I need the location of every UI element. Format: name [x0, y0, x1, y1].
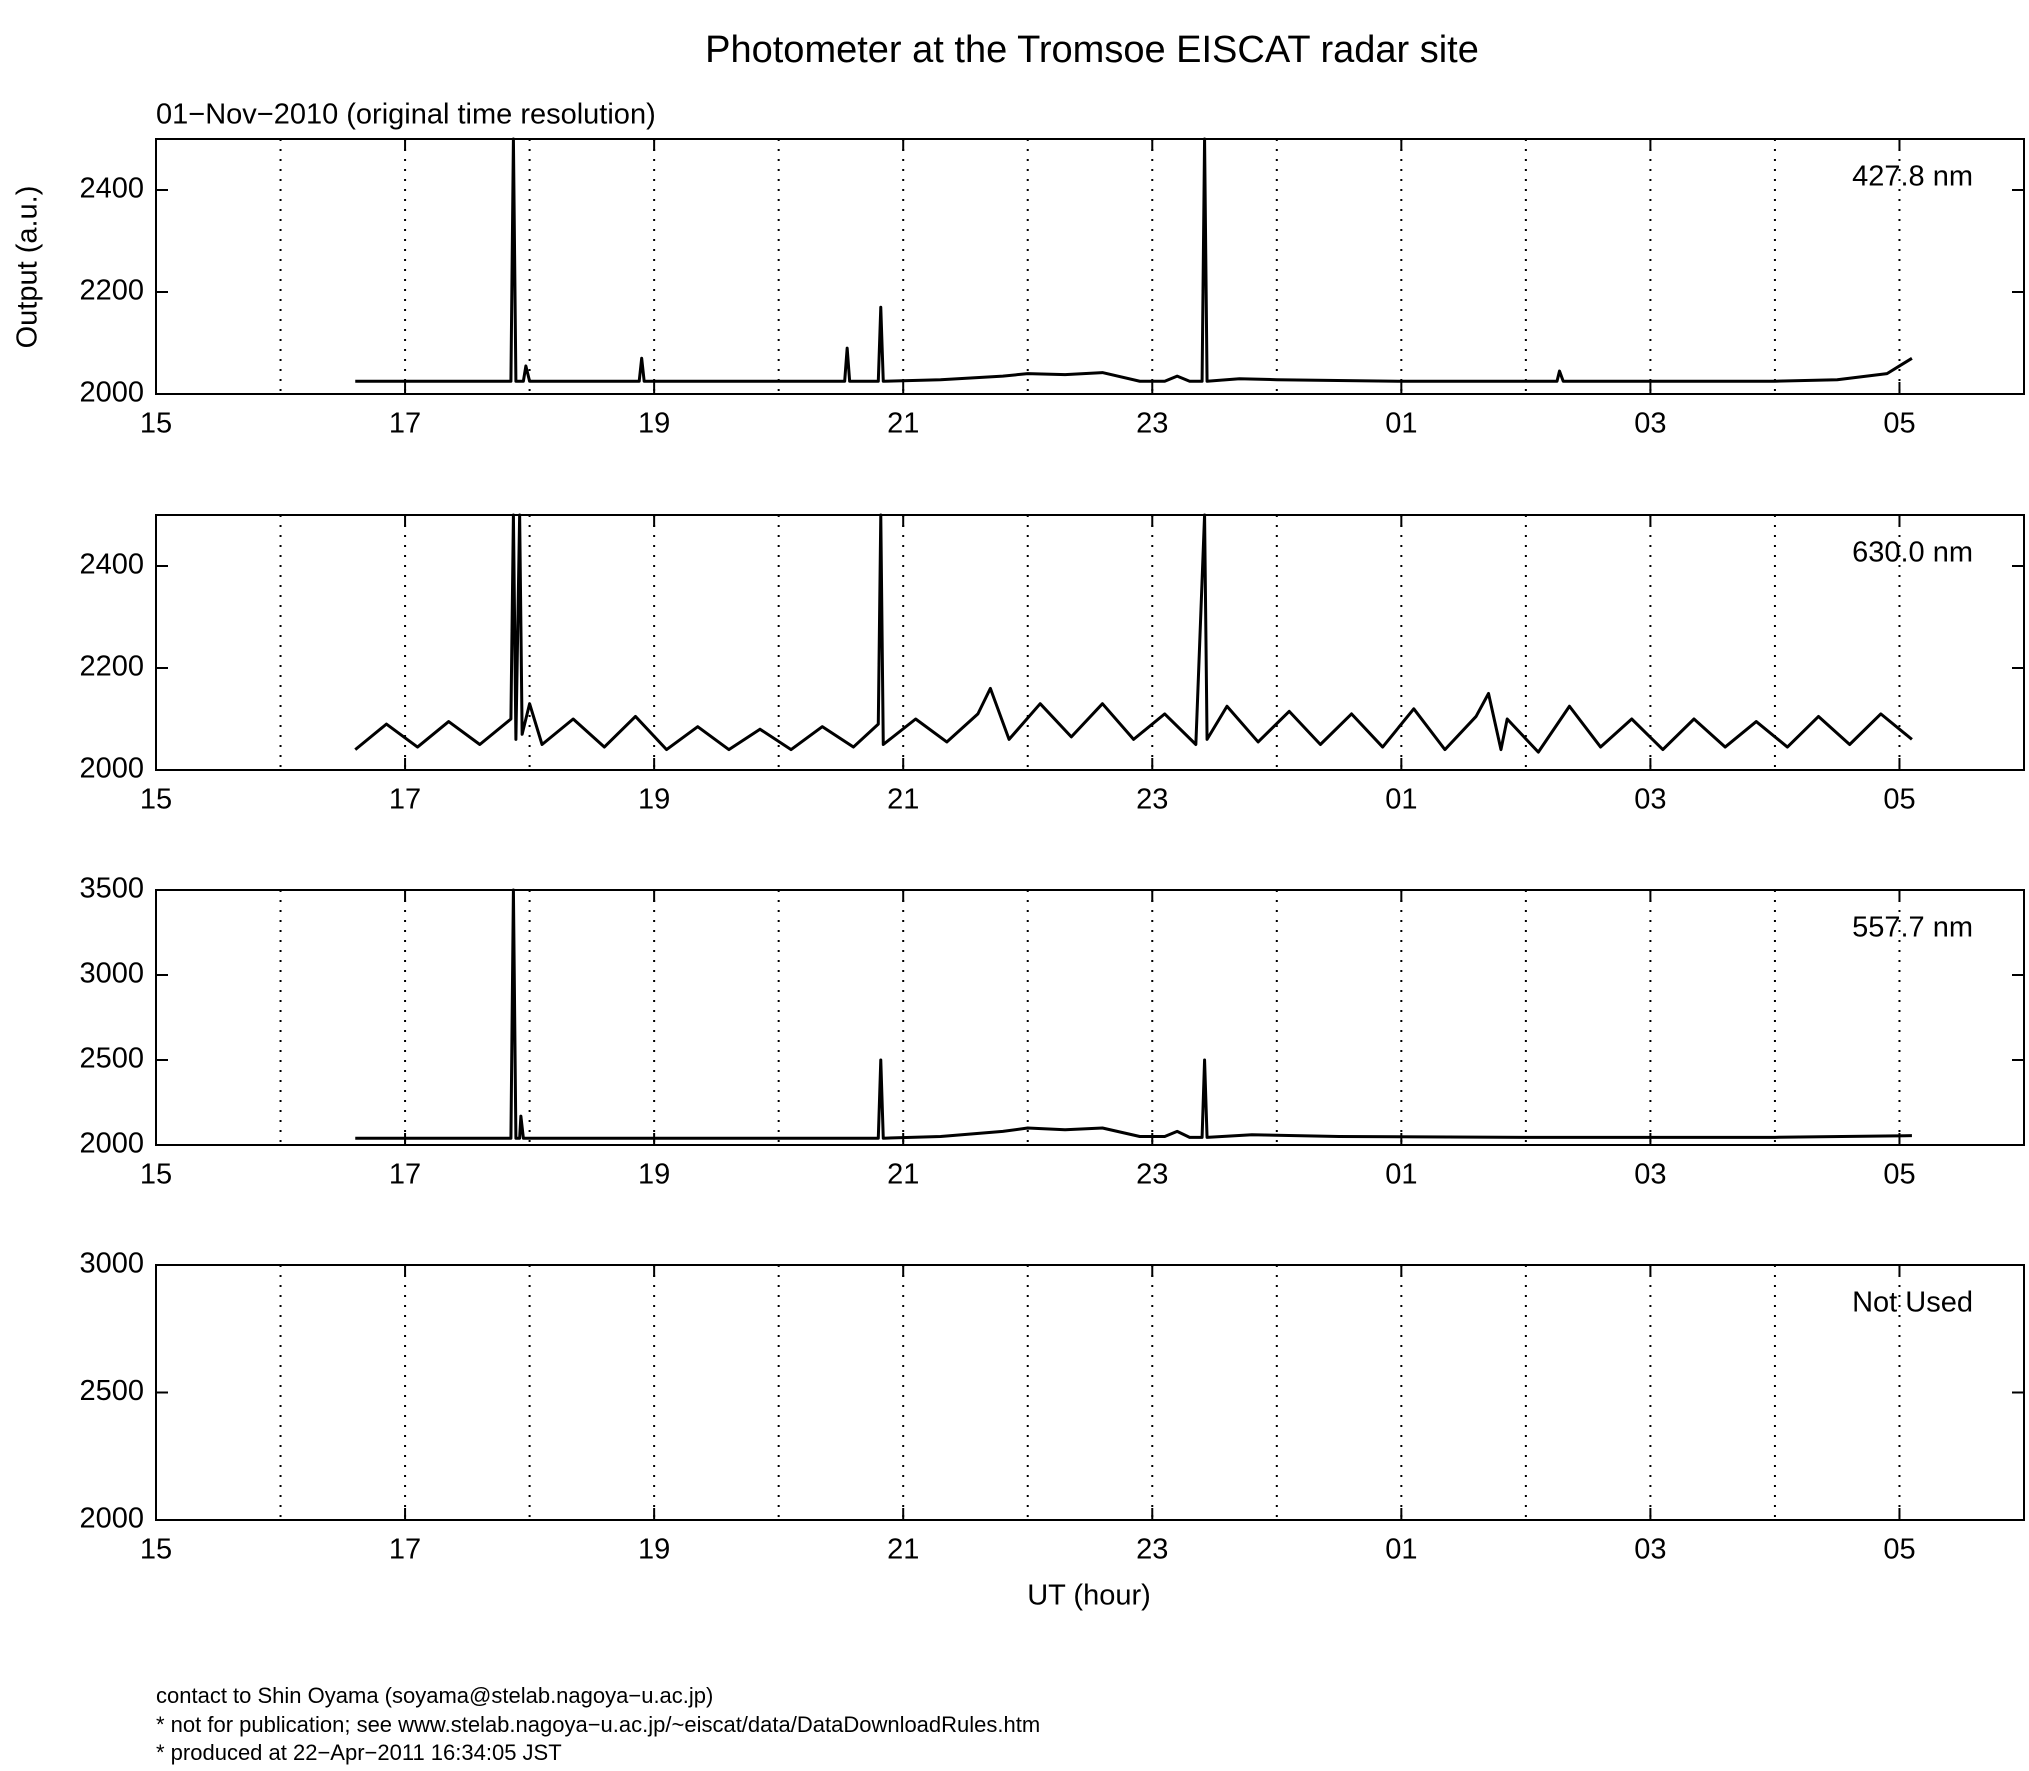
x-tick-label: 05 [1883, 1534, 1915, 1566]
title: Photometer at the Tromsoe EISCAT radar s… [705, 29, 1479, 71]
panel-label: Not Used [1852, 1287, 1973, 1319]
x-tick-label: 15 [140, 1159, 172, 1191]
y-tick-label: 2000 [79, 377, 144, 409]
y-tick-label: 2200 [79, 651, 144, 683]
data-line [355, 137, 1913, 383]
y-tick-label: 2500 [79, 1043, 144, 1075]
x-tick-label: 15 [140, 784, 172, 816]
x-tick-label: 21 [887, 1534, 919, 1566]
y-tick-label: 3000 [79, 1248, 144, 1280]
y-tick-label: 2500 [79, 1375, 144, 1407]
x-tick-label: 15 [140, 408, 172, 440]
y-tick-label: 3500 [79, 873, 144, 905]
plot-frame [155, 1264, 2025, 1521]
x-tick-label: 03 [1634, 408, 1666, 440]
y-tick-label: 3000 [79, 958, 144, 990]
plot-frame [155, 889, 2025, 1146]
x-tick-label: 17 [389, 784, 421, 816]
x-tick-label: 15 [140, 1534, 172, 1566]
x-tick-label: 03 [1634, 1159, 1666, 1191]
x-tick-label: 05 [1883, 408, 1915, 440]
y-tick-label: 2000 [79, 1503, 144, 1535]
panel-label: 557.7 nm [1852, 912, 1973, 944]
x-axis-label: UT (hour) [1027, 1580, 1151, 1612]
y-tick-label: 2000 [79, 753, 144, 785]
x-tick-label: 23 [1136, 784, 1168, 816]
x-tick-label: 01 [1385, 1159, 1417, 1191]
x-tick-label: 17 [389, 1534, 421, 1566]
x-tick-label: 03 [1634, 1534, 1666, 1566]
x-tick-label: 01 [1385, 1534, 1417, 1566]
footer-line: contact to Shin Oyama (soyama@stelab.nag… [156, 1683, 713, 1708]
x-tick-label: 21 [887, 408, 919, 440]
x-tick-label: 19 [638, 1159, 670, 1191]
data-line [355, 888, 1912, 1140]
y-tick-label: 2400 [79, 173, 144, 205]
x-tick-label: 23 [1136, 1159, 1168, 1191]
x-tick-label: 01 [1385, 408, 1417, 440]
y-tick-label: 2000 [79, 1128, 144, 1160]
y-axis-label: Output (a.u.) [12, 186, 44, 349]
y-tick-label: 2200 [79, 275, 144, 307]
footer-line: * not for publication; see www.stelab.na… [156, 1712, 1040, 1737]
x-tick-label: 03 [1634, 784, 1666, 816]
x-tick-label: 23 [1136, 408, 1168, 440]
x-tick-label: 01 [1385, 784, 1417, 816]
plot-frame [155, 138, 2025, 395]
x-tick-label: 05 [1883, 784, 1915, 816]
footer-line: * produced at 22−Apr−2011 16:34:05 JST [156, 1740, 562, 1765]
x-tick-label: 21 [887, 784, 919, 816]
x-tick-label: 23 [1136, 1534, 1168, 1566]
x-tick-label: 05 [1883, 1159, 1915, 1191]
subtitle: 01−Nov−2010 (original time resolution) [156, 99, 656, 131]
x-tick-label: 21 [887, 1159, 919, 1191]
x-tick-label: 17 [389, 408, 421, 440]
x-tick-label: 17 [389, 1159, 421, 1191]
y-tick-label: 2400 [79, 549, 144, 581]
data-line [354, 513, 1913, 754]
x-tick-label: 19 [638, 408, 670, 440]
panel-label: 630.0 nm [1852, 537, 1973, 569]
plot-frame [155, 514, 2025, 771]
x-tick-label: 19 [638, 784, 670, 816]
panel-label: 427.8 nm [1852, 161, 1973, 193]
x-tick-label: 19 [638, 1534, 670, 1566]
